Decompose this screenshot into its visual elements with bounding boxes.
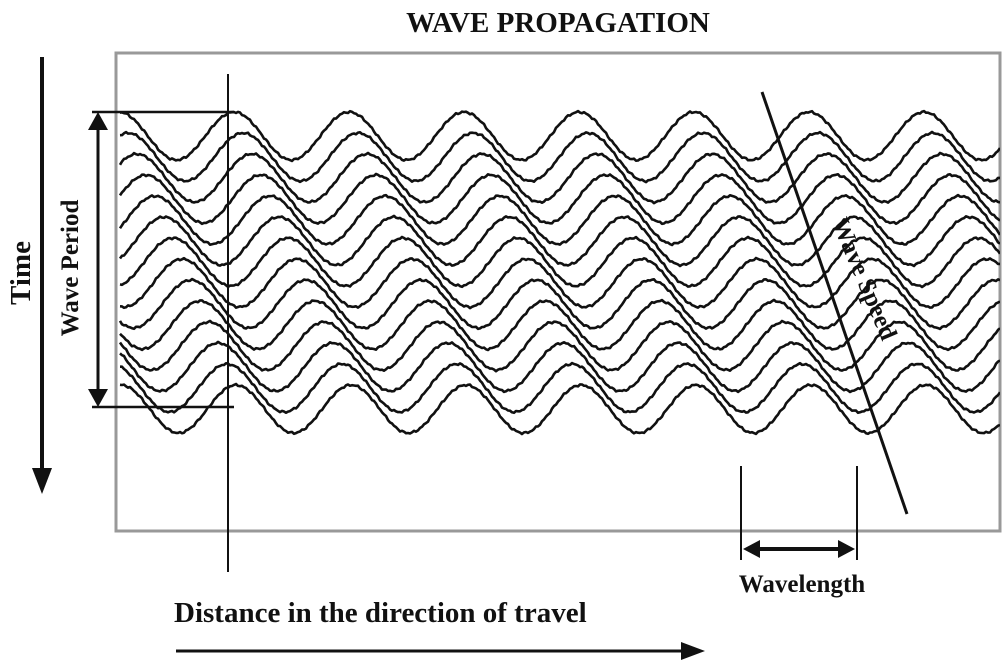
- wavelength-label: Wavelength: [739, 571, 865, 598]
- wave-period-label: Wave Period: [57, 200, 84, 337]
- wave-trace: [119, 130, 1000, 184]
- wave-trace: [119, 109, 1000, 163]
- wave-trace: [118, 151, 1000, 205]
- time-label: Time: [5, 241, 37, 305]
- wave-traces: [118, 109, 1000, 436]
- wave-trace: [118, 319, 1000, 373]
- distance-arrow: [176, 642, 705, 660]
- wave-trace: [118, 172, 1000, 226]
- wave-trace: [119, 235, 1000, 289]
- wave-trace: [118, 214, 1000, 268]
- wave-trace: [119, 298, 1000, 352]
- wave-trace: [119, 340, 1000, 394]
- wave-trace: [118, 193, 1000, 247]
- wave-trace: [120, 361, 1000, 415]
- wave-speed-label: Wave Speed: [826, 214, 902, 344]
- wave-period-bracket: [88, 110, 234, 409]
- distance-label: Distance in the direction of travel: [174, 597, 587, 629]
- wave-trace: [118, 277, 1000, 331]
- wavelength-bracket: [740, 466, 858, 560]
- plot-frame: [114, 51, 1002, 533]
- diagram-title: WAVE PROPAGATION: [406, 7, 710, 39]
- wave-speed-line: [760, 91, 909, 515]
- wave-trace: [119, 382, 1000, 436]
- time-arrow: [32, 57, 52, 494]
- wave-trace: [119, 256, 1000, 310]
